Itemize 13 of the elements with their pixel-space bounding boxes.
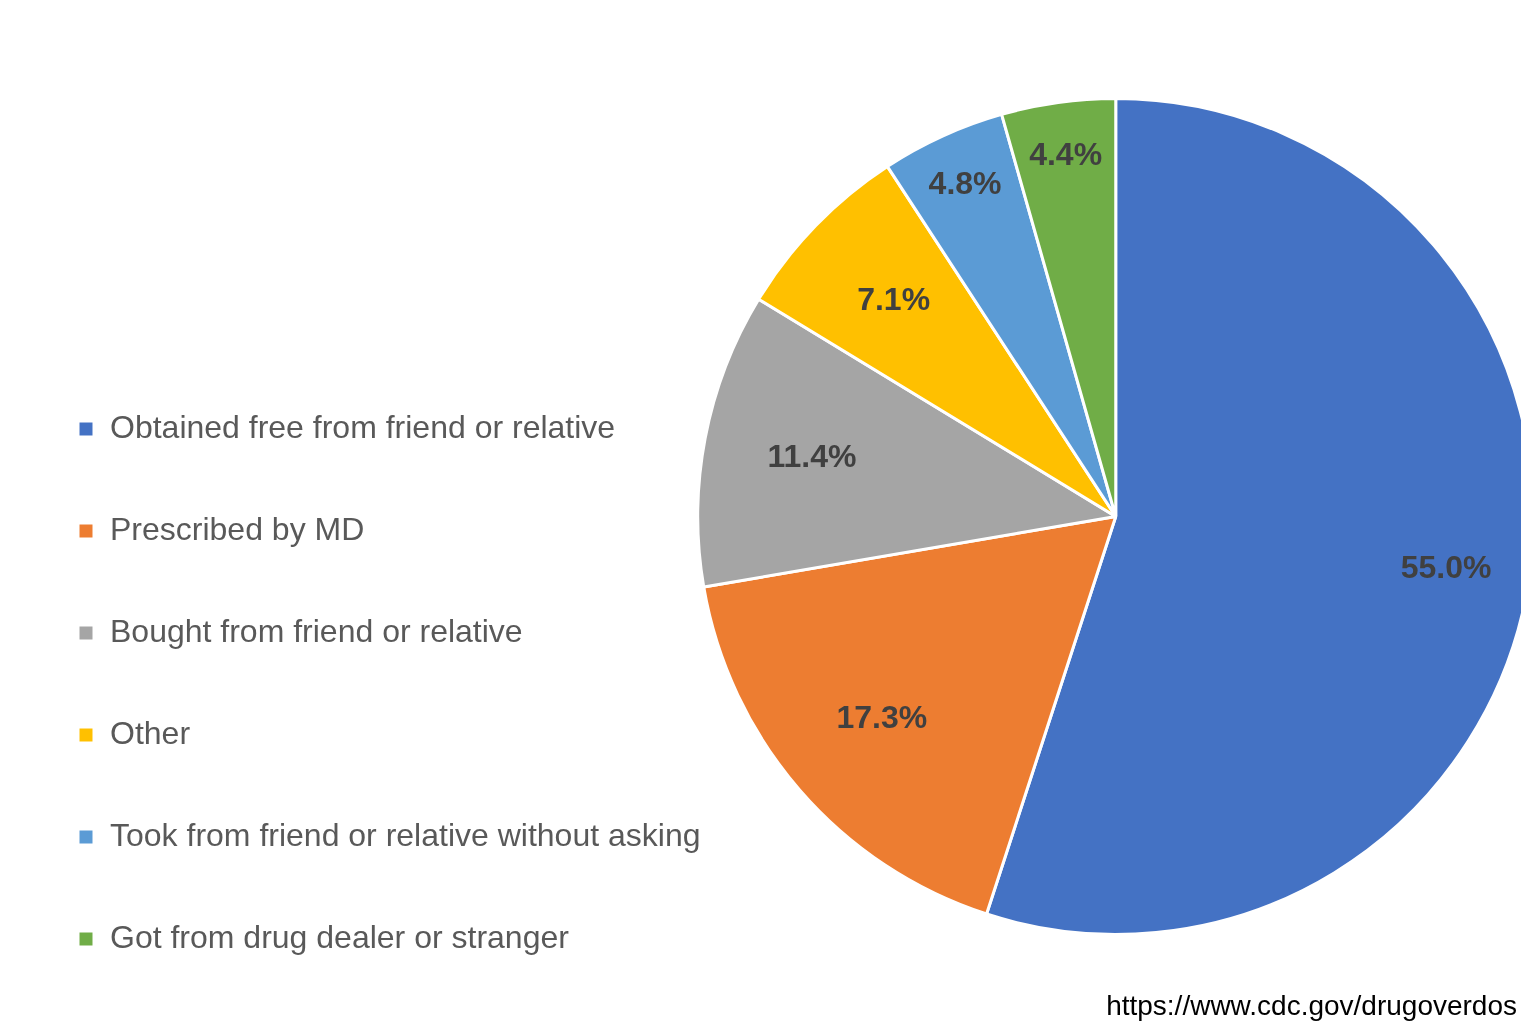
legend-label: Got from drug dealer or stranger [110, 918, 570, 955]
legend-label: Bought from friend or relative [110, 612, 523, 649]
legend-label: Obtained free from friend or relative [110, 408, 616, 445]
data-label: 17.3% [836, 698, 928, 735]
data-label: 7.1% [857, 281, 931, 318]
data-label: 4.8% [928, 165, 1002, 202]
legend-label: Took from friend or relative without asking [110, 816, 701, 853]
text: https://www.cdc.gov/drugoverdos [1106, 989, 1517, 1021]
data-label: 4.4% [1029, 136, 1103, 173]
legend-label: Prescribed by MD [110, 510, 365, 547]
data-label: 11.4% [767, 438, 857, 475]
legend-label: Other [110, 714, 191, 751]
data-label: 55.0% [1400, 548, 1492, 585]
